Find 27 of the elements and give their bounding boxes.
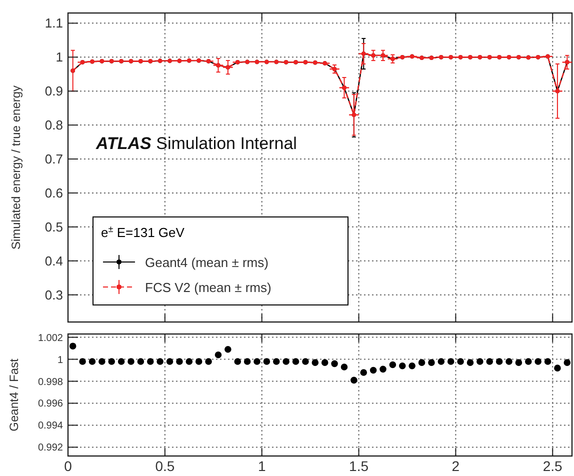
- y-tick-label: 1.1: [44, 16, 63, 31]
- legend-label: FCS V2 (mean ± rms): [145, 280, 272, 295]
- y-tick-label: 0.3: [44, 287, 63, 302]
- y-axis-title: Geant4 / Fast: [7, 358, 21, 432]
- x-tick-label: 2.5: [542, 458, 563, 474]
- y-tick-label: 0.6: [44, 186, 63, 201]
- y-tick-label: 0.8: [44, 118, 63, 133]
- y-tick-label: 0.7: [44, 152, 63, 167]
- y-tick-label: 1: [57, 354, 64, 366]
- y-tick-label: 1: [56, 50, 63, 65]
- legend-label: Geant4 (mean ± rms): [145, 254, 268, 270]
- x-tick-label: 1.5: [349, 458, 369, 474]
- y-tick-label: 0.996: [38, 398, 64, 410]
- y-tick-label: 0.5: [44, 219, 63, 234]
- annotation: ATLAS Simulation Internal: [95, 134, 297, 153]
- x-tick-label: 1: [258, 458, 266, 474]
- y-tick-label: 1.002: [38, 332, 64, 344]
- y-tick-label: 0.992: [38, 442, 64, 454]
- legend-title: e$^{±}$ E=131 GeV: [101, 224, 185, 240]
- x-tick-label: 0.5: [155, 458, 175, 474]
- x-tick-label: 2: [452, 458, 460, 474]
- y-tick-label: 0.998: [38, 376, 64, 388]
- x-tick-label: 0: [64, 458, 72, 474]
- y-tick-label: 0.9: [44, 84, 63, 99]
- y-tick-label: 0.4: [44, 253, 63, 268]
- y-axis-title: Simulated energy / true energy: [9, 85, 23, 250]
- y-tick-label: 0.994: [38, 420, 64, 432]
